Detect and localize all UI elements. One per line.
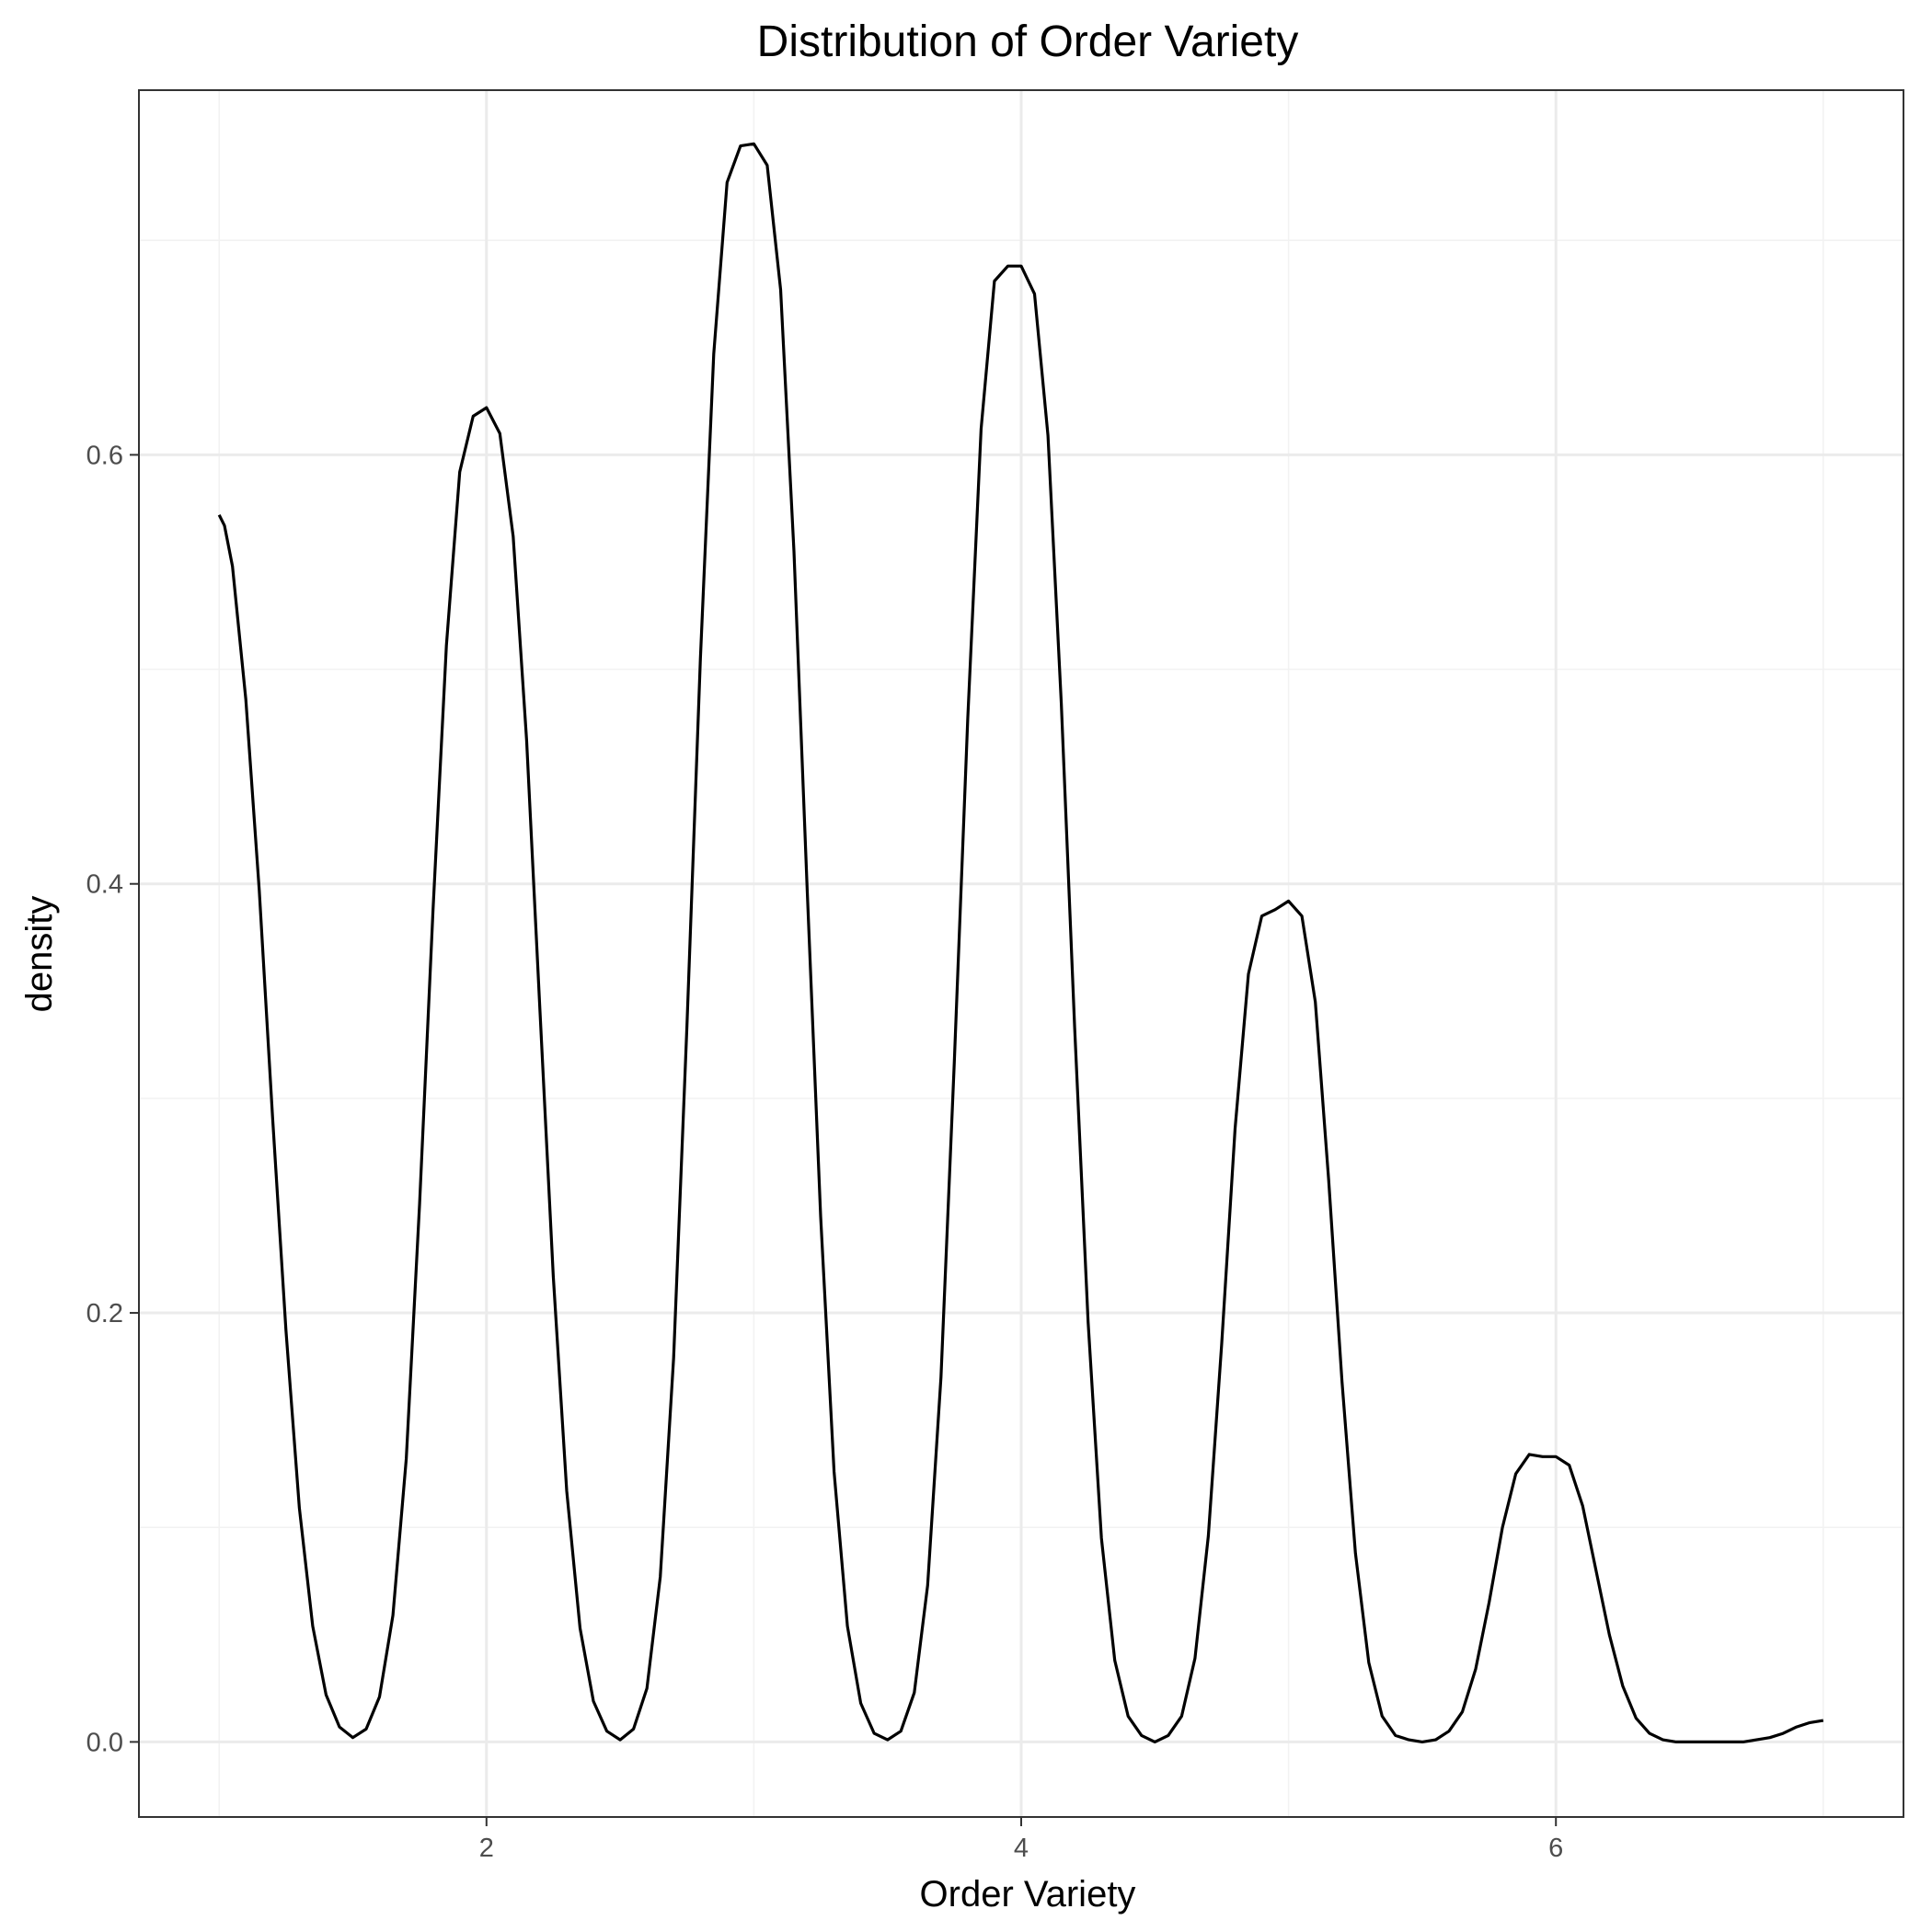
- y-tick-label: 0.0: [86, 1728, 123, 1757]
- axis-ticks: 2 4 6 0.0 0.2 0.4 0.6: [86, 441, 1564, 1863]
- y-tick-label: 0.4: [86, 870, 123, 900]
- x-tick-label: 2: [479, 1834, 494, 1863]
- density-line: [217, 142, 1824, 1743]
- x-axis-title: Order Variety: [920, 1874, 1136, 1915]
- x-tick-label: 4: [1014, 1834, 1029, 1863]
- y-axis-title: density: [19, 896, 60, 1013]
- y-tick-label: 0.2: [86, 1299, 123, 1328]
- grid-lines: [139, 90, 1903, 1817]
- y-tick-label: 0.6: [86, 441, 123, 470]
- chart-title: Distribution of Order Variety: [757, 17, 1299, 66]
- x-tick-label: 6: [1548, 1834, 1563, 1863]
